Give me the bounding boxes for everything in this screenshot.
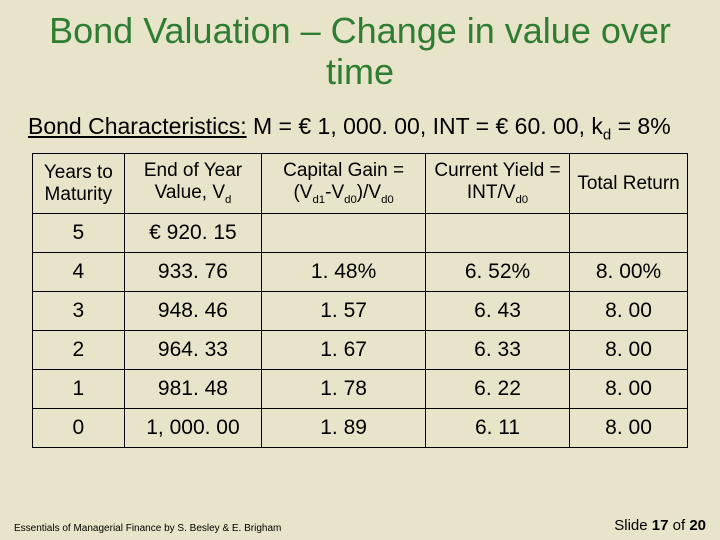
table-row: 01, 000. 001. 896. 118. 00 (33, 409, 688, 448)
subtitle-rest: M = € 1, 000. 00, INT = € 60. 00, kd = 8… (247, 113, 671, 139)
table-body: 5€ 920. 154933. 761. 48%6. 52%8. 00%3948… (33, 214, 688, 448)
col-header: End of Year Value, Vd (124, 154, 262, 214)
slide-current: 17 (652, 517, 669, 534)
col-header: Years to Maturity (33, 154, 125, 214)
col-header: Total Return (570, 154, 688, 214)
table-row: 1981. 481. 786. 228. 00 (33, 370, 688, 409)
table-row: 3948. 461. 576. 438. 00 (33, 292, 688, 331)
table-cell: 1, 000. 00 (124, 409, 262, 448)
table-cell: 8. 00% (570, 253, 688, 292)
table-cell: 981. 48 (124, 370, 262, 409)
slide-number-mid: of (668, 517, 689, 534)
table-cell: 1 (33, 370, 125, 409)
slide-number: Slide 17 of 20 (614, 517, 706, 534)
table-cell: 6. 52% (425, 253, 569, 292)
slide-total: 20 (689, 517, 706, 534)
table-cell: € 920. 15 (124, 214, 262, 253)
table-cell: 964. 33 (124, 331, 262, 370)
table-cell: 1. 78 (262, 370, 426, 409)
table-cell: 3 (33, 292, 125, 331)
footer-credit: Essentials of Managerial Finance by S. B… (14, 523, 281, 534)
table-cell (570, 214, 688, 253)
table-cell: 6. 11 (425, 409, 569, 448)
table-cell: 4 (33, 253, 125, 292)
table-cell: 8. 00 (570, 409, 688, 448)
table-cell: 2 (33, 331, 125, 370)
bond-characteristics-line: Bond Characteristics: M = € 1, 000. 00, … (0, 93, 720, 148)
table-cell: 8. 00 (570, 292, 688, 331)
table-cell: 5 (33, 214, 125, 253)
table-cell: 1. 48% (262, 253, 426, 292)
table-container: Years to Maturity End of Year Value, Vd … (0, 147, 720, 448)
slide: Bond Valuation – Change in value over ti… (0, 0, 720, 540)
table-cell: 8. 00 (570, 331, 688, 370)
table-cell: 1. 89 (262, 409, 426, 448)
table-cell: 948. 46 (124, 292, 262, 331)
table-cell: 6. 43 (425, 292, 569, 331)
col-header: Current Yield = INT/Vd0 (425, 154, 569, 214)
slide-title: Bond Valuation – Change in value over ti… (0, 0, 720, 93)
footer: Essentials of Managerial Finance by S. B… (0, 517, 720, 534)
table-cell: 0 (33, 409, 125, 448)
col-header: Capital Gain = (Vd1-Vd0)/Vd0 (262, 154, 426, 214)
table-cell: 8. 00 (570, 370, 688, 409)
table-header-row: Years to Maturity End of Year Value, Vd … (33, 154, 688, 214)
table-cell: 6. 22 (425, 370, 569, 409)
table-row: 4933. 761. 48%6. 52%8. 00% (33, 253, 688, 292)
subtitle-label: Bond Characteristics: (28, 113, 247, 139)
table-row: 5€ 920. 15 (33, 214, 688, 253)
table-cell: 1. 67 (262, 331, 426, 370)
bond-value-table: Years to Maturity End of Year Value, Vd … (32, 153, 688, 448)
table-row: 2964. 331. 676. 338. 00 (33, 331, 688, 370)
table-cell (262, 214, 426, 253)
table-cell (425, 214, 569, 253)
table-cell: 6. 33 (425, 331, 569, 370)
table-cell: 933. 76 (124, 253, 262, 292)
table-cell: 1. 57 (262, 292, 426, 331)
slide-number-prefix: Slide (614, 517, 652, 534)
